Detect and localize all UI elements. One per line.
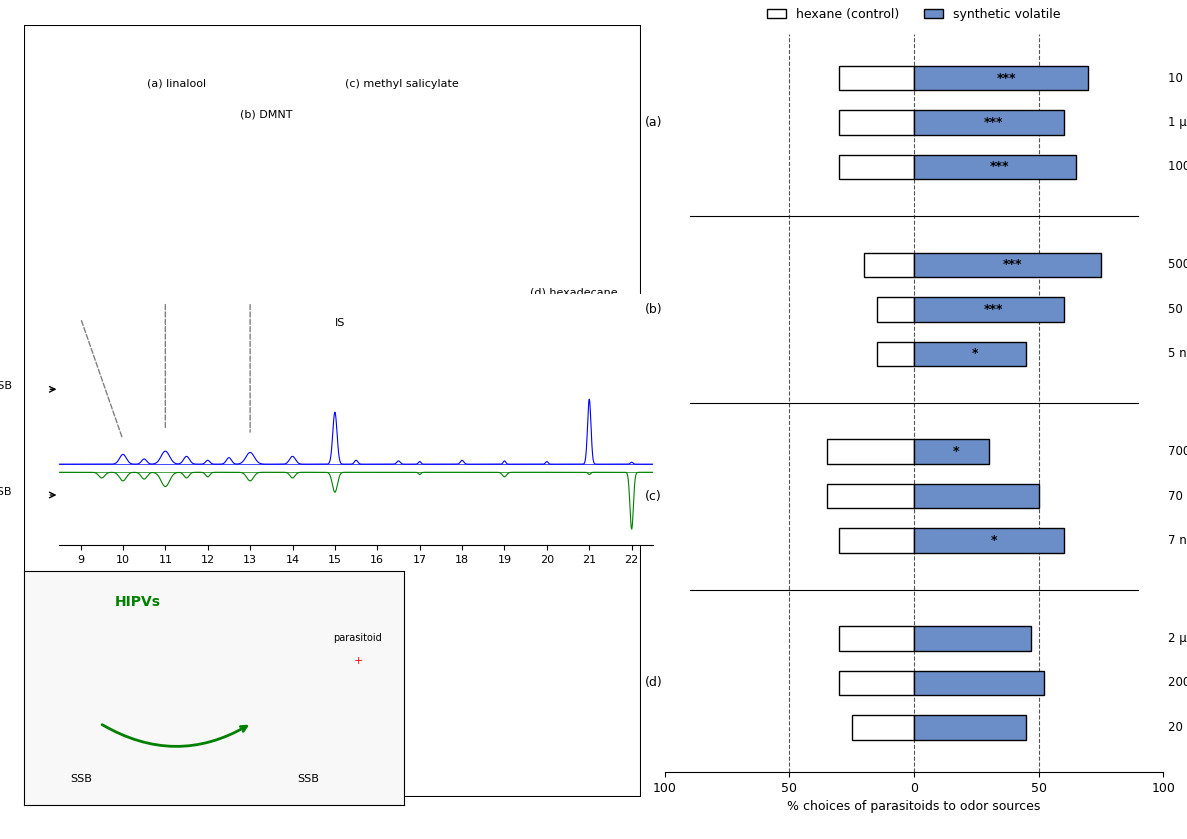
Text: SSB: SSB xyxy=(298,774,319,784)
Bar xyxy=(914,529,1064,553)
Text: SSB: SSB xyxy=(70,774,91,784)
Text: 10 μg: 10 μg xyxy=(1168,71,1187,85)
Bar xyxy=(914,110,1064,135)
Bar xyxy=(914,154,1075,180)
Text: 7 ng: 7 ng xyxy=(1168,534,1187,547)
Text: (c): (c) xyxy=(645,490,661,503)
Bar xyxy=(914,341,1026,366)
Text: 20 ng: 20 ng xyxy=(1168,721,1187,734)
Text: 500 ng: 500 ng xyxy=(1168,258,1187,271)
Text: HIPVs: HIPVs xyxy=(115,595,160,609)
Text: (b) DMNT: (b) DMNT xyxy=(240,110,292,120)
Bar xyxy=(864,253,914,277)
Bar xyxy=(839,154,914,180)
Text: 2 μg: 2 μg xyxy=(1168,632,1187,645)
Text: (a) linalool: (a) linalool xyxy=(147,79,207,89)
Legend: hexane (control), synthetic volatile: hexane (control), synthetic volatile xyxy=(762,3,1066,26)
Text: ***: *** xyxy=(984,116,1003,129)
Text: 700 ng: 700 ng xyxy=(1168,446,1187,458)
Bar xyxy=(826,484,914,508)
Bar xyxy=(914,626,1032,651)
Text: ***: *** xyxy=(1003,258,1022,271)
Bar xyxy=(876,297,914,321)
Text: ***: *** xyxy=(990,160,1010,174)
Text: (c) methyl salicylate: (c) methyl salicylate xyxy=(344,79,458,89)
Bar xyxy=(914,65,1088,91)
Text: parasitoid: parasitoid xyxy=(334,633,382,643)
Text: +: + xyxy=(354,656,363,666)
Bar xyxy=(914,670,1043,696)
Text: 50 ng: 50 ng xyxy=(1168,303,1187,315)
Bar xyxy=(914,440,989,464)
Bar xyxy=(839,670,914,696)
Text: (d) hexadecane: (d) hexadecane xyxy=(529,287,617,297)
Text: 5 ng: 5 ng xyxy=(1168,347,1187,360)
Bar xyxy=(914,715,1026,740)
Text: 100 ng: 100 ng xyxy=(1168,160,1187,174)
Bar xyxy=(839,626,914,651)
Text: *: * xyxy=(972,347,978,360)
Bar xyxy=(876,341,914,366)
Bar xyxy=(914,484,1039,508)
Text: 1 μg: 1 μg xyxy=(1168,116,1187,129)
Text: (d): (d) xyxy=(645,676,662,690)
Text: (b): (b) xyxy=(645,303,662,315)
Bar xyxy=(839,529,914,553)
Bar xyxy=(826,440,914,464)
Bar xyxy=(839,65,914,91)
Bar xyxy=(839,110,914,135)
Text: Control + SSB: Control + SSB xyxy=(0,487,12,497)
Text: 200 ng: 200 ng xyxy=(1168,676,1187,690)
Bar xyxy=(914,253,1102,277)
Bar xyxy=(852,715,914,740)
Text: ***: *** xyxy=(996,71,1016,85)
X-axis label: % choices of parasitoids to odor sources: % choices of parasitoids to odor sources xyxy=(787,800,1041,813)
Text: (a): (a) xyxy=(645,116,662,129)
Bar xyxy=(914,297,1064,321)
Text: ***: *** xyxy=(984,303,1003,315)
Text: 70 ng: 70 ng xyxy=(1168,490,1187,503)
Text: IS: IS xyxy=(335,318,345,328)
Text: *: * xyxy=(990,534,997,547)
Text: *: * xyxy=(953,446,959,458)
Text: HIPVs + SSB: HIPVs + SSB xyxy=(0,381,12,391)
